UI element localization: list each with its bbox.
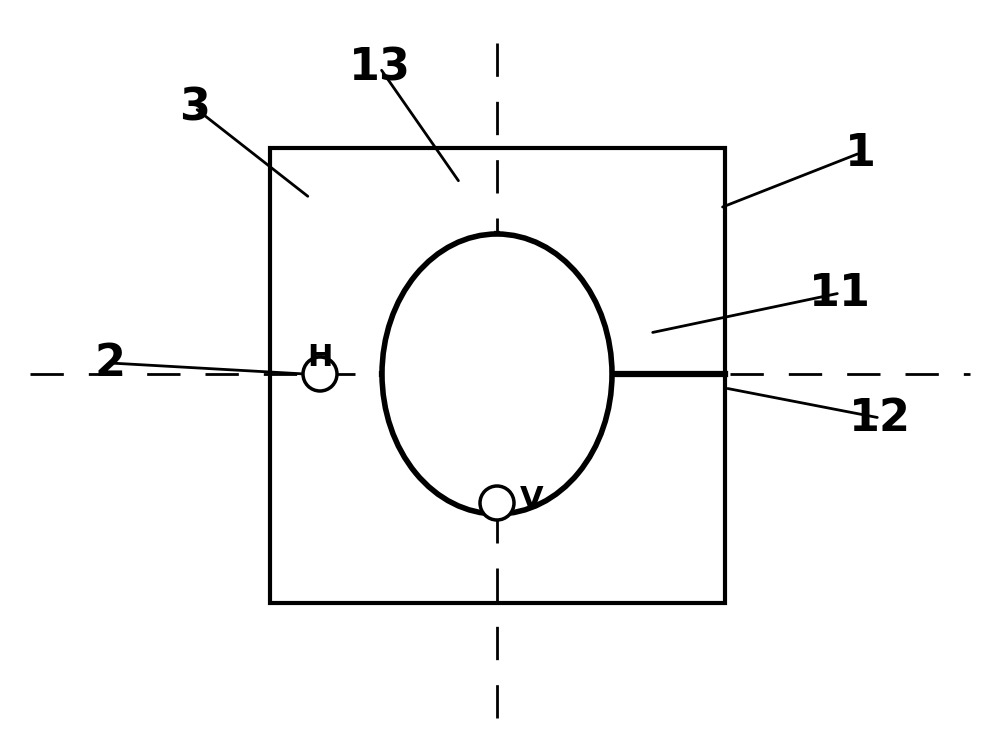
Text: 12: 12 bbox=[849, 396, 911, 440]
Text: 1: 1 bbox=[844, 132, 876, 174]
Bar bbox=[270, 148, 725, 603]
Text: 2: 2 bbox=[94, 342, 126, 384]
Text: 3: 3 bbox=[180, 87, 210, 129]
Text: 11: 11 bbox=[809, 272, 871, 314]
Circle shape bbox=[480, 486, 514, 520]
Ellipse shape bbox=[382, 234, 612, 514]
Circle shape bbox=[303, 357, 337, 391]
Text: V: V bbox=[520, 485, 544, 515]
Text: H: H bbox=[307, 343, 333, 372]
Text: 13: 13 bbox=[349, 46, 411, 90]
